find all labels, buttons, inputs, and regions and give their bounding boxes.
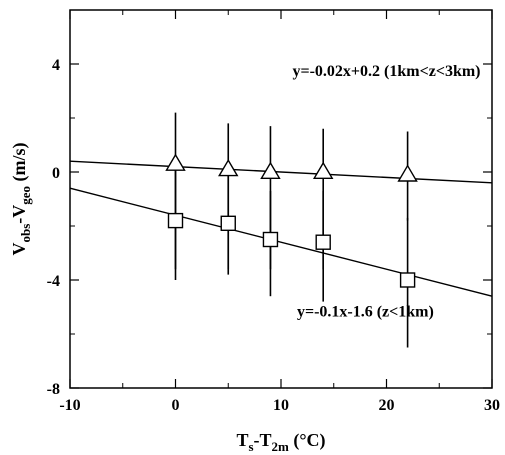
y-tick-label: 4 [52,57,60,74]
fit-lines [69,160,493,297]
triangle-marker [312,161,334,180]
y-tick-label: -8 [47,381,60,398]
y-tick-label: 0 [52,165,60,182]
fit-line-0 [69,160,493,184]
x-tick-label: 20 [379,397,395,414]
x-tick-label: -10 [59,397,80,414]
x-tick-label: 10 [273,397,289,414]
x-axis-title: Ts-T2m (°C) [236,430,325,454]
square-marker [167,212,184,229]
triangle-marker [260,161,281,180]
square-marker [399,272,416,288]
y-tick-label: -4 [47,273,60,290]
triangle-marker [218,158,239,177]
triangle-marker [397,164,418,182]
triangle-marker [165,153,186,171]
ticks [69,9,493,389]
square-marker [220,215,236,232]
y-axis-title: Vobs-Vgeo (m/s) [9,142,33,255]
square-marker [315,234,331,250]
fit-line-1 [69,187,493,297]
square-marker [262,231,279,248]
markers [165,153,418,288]
x-tick-label: 0 [172,397,180,414]
x-tick-label: 30 [484,397,500,414]
annotation-upper-fit: y=-0.02x+0.2 (1km<z<3km) [292,63,480,80]
annotation-lower-fit: y=-0.1x-1.6 (z<1km) [297,303,434,320]
tick-labels: -10 0 10 20 30 -8 -4 0 4 [47,57,500,414]
